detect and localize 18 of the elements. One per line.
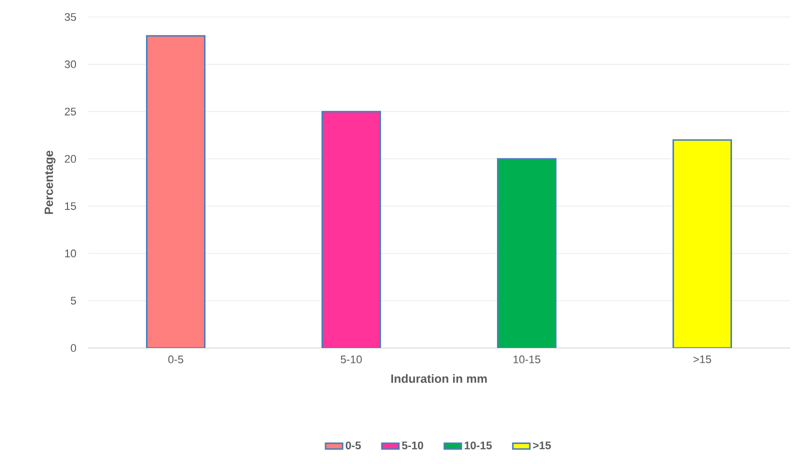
- legend-label: 10-15: [464, 442, 492, 450]
- legend-label: >15: [533, 442, 551, 450]
- y-tick-label: 0: [70, 344, 76, 352]
- x-tick-label: 10-15: [514, 356, 540, 364]
- legend-label: 5-10: [402, 442, 424, 450]
- x-tick-label: 5-10: [340, 356, 362, 364]
- y-tick-label: 10: [65, 250, 76, 258]
- y-tick-label: 30: [64, 60, 76, 68]
- y-axis-title: Percentage: [44, 150, 56, 214]
- y-tick-label: 35: [64, 13, 76, 21]
- y-tick-label: 25: [64, 108, 76, 116]
- y-tick-label: 20: [64, 154, 76, 163]
- legend-label: 0-5: [346, 442, 361, 450]
- x-axis-title: Induration in mm: [391, 374, 487, 383]
- y-tick-label: 15: [65, 202, 76, 210]
- y-tick-label: 5: [70, 296, 76, 305]
- x-tick-label: 0-5: [168, 356, 184, 364]
- x-tick-label: >15: [694, 356, 712, 364]
